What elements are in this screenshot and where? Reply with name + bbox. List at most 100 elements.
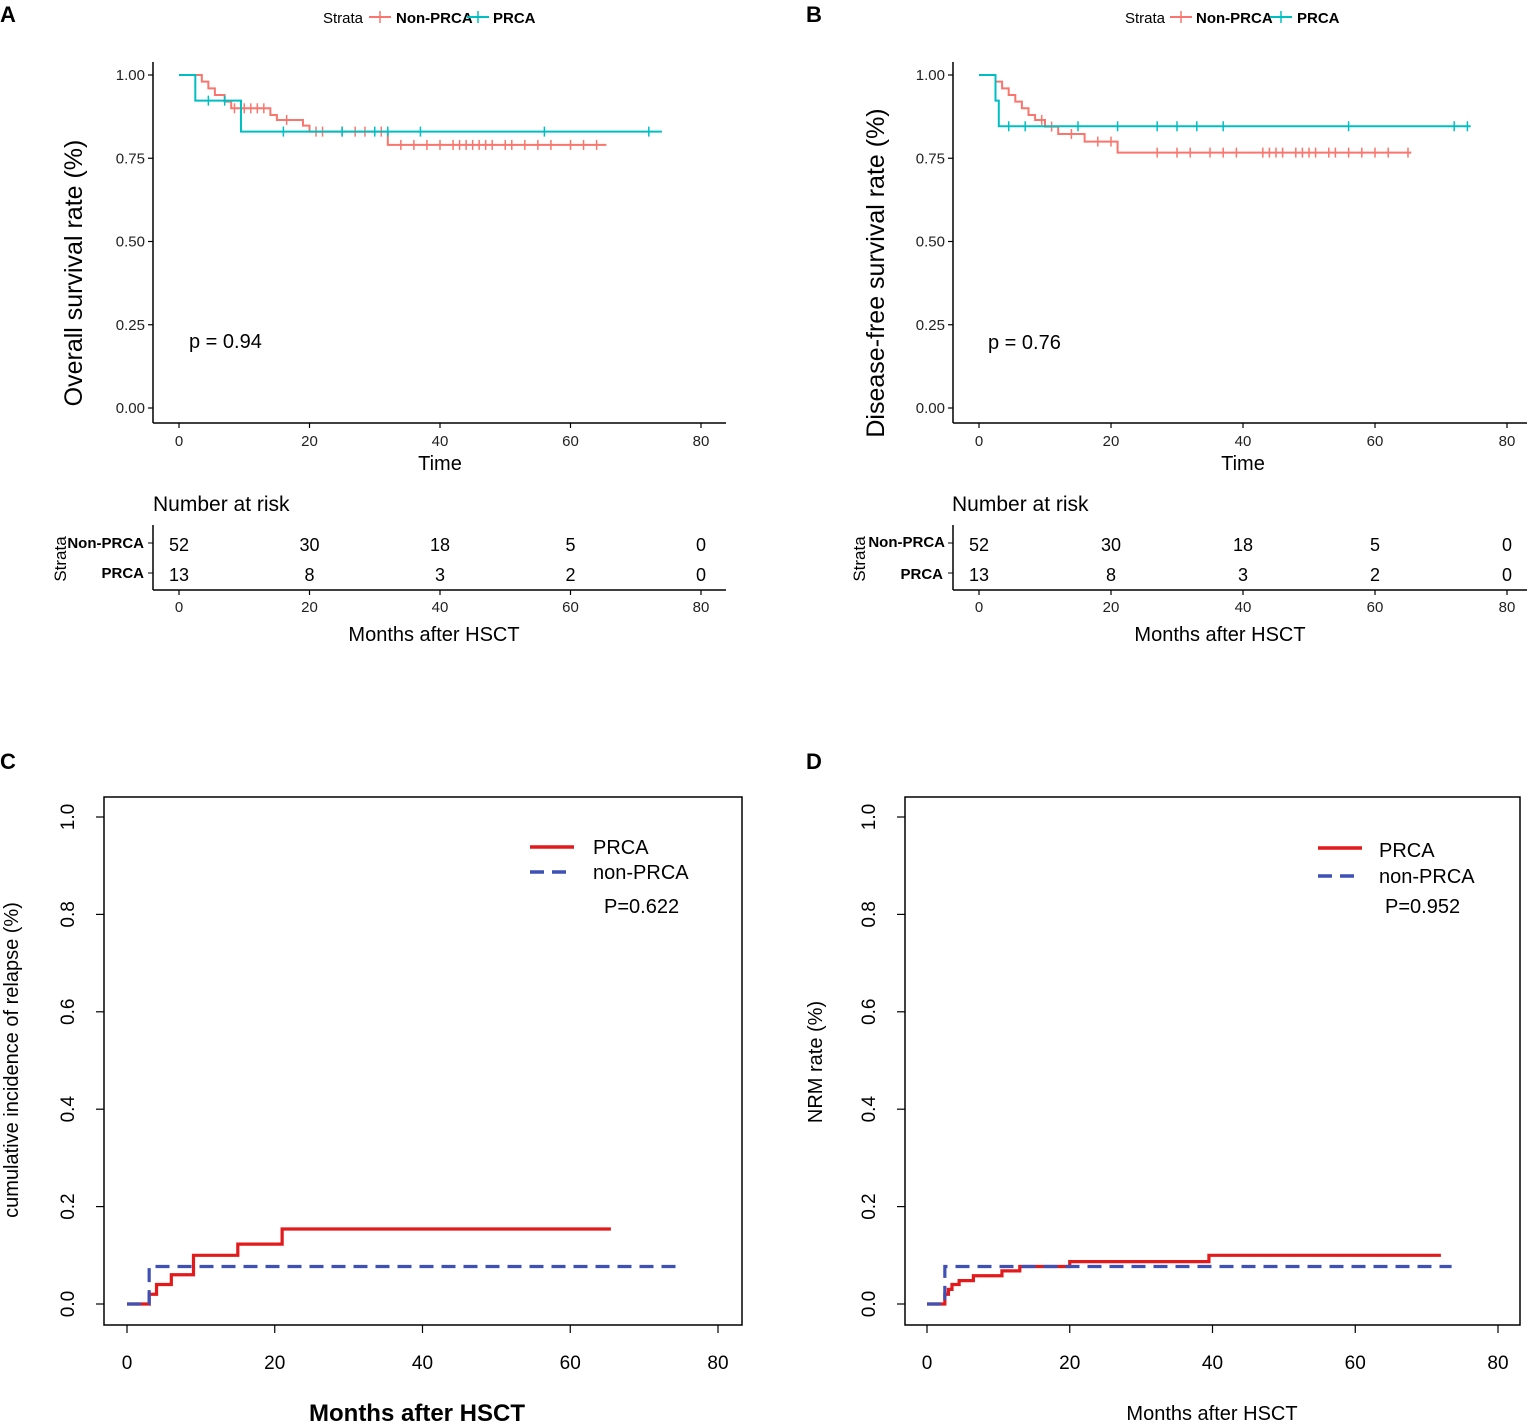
panel-b-risk-title: Number at risk [952, 493, 1089, 516]
panel-d-y-title: NRM rate (%) [805, 1001, 827, 1123]
panel-a-y-tick-label-2: 0.50 [116, 234, 145, 251]
panel-c-y-tick-label-2: 0.4 [58, 1096, 79, 1123]
panel-a-risk-x-title: Months after HSCT [348, 624, 519, 646]
panel-b-pvalue: p = 0.76 [988, 332, 1061, 354]
panel-a-x-tick-label-2: 40 [432, 433, 449, 450]
panel-b-risk-non-prca-60: 5 [1370, 535, 1380, 555]
panel-a-x-tick-label-1: 20 [301, 433, 318, 450]
panel-a-risk-title: Number at risk [153, 493, 290, 516]
panel-b-risk-x-tick-label-4: 80 [1499, 599, 1516, 616]
panel-b-risk-non-prca-0: 52 [969, 535, 989, 555]
panel-d-line-non-prca [927, 1264, 1452, 1306]
panel-c-legend-non-prca: non-PRCA [593, 862, 689, 884]
panel-a-x-tick-label-4: 80 [693, 433, 710, 450]
panel-a-risk-non-prca-80: 0 [696, 535, 706, 555]
panel-a-y-tick-label-3: 0.75 [116, 150, 145, 167]
panel-a-risk-prca-20: 8 [304, 565, 314, 585]
panel-a-y-title: Overall survival rate (%) [60, 140, 88, 407]
panel-c-x-tick-label-2: 40 [412, 1353, 433, 1374]
panel-a-y-tick-label-4: 1.00 [116, 67, 145, 84]
panel-b-risk-strata: Strata [850, 536, 869, 582]
panel-a-risk-x-tick-label-4: 80 [693, 599, 710, 616]
panel-c-x-title: Months after HSCT [309, 1400, 525, 1425]
panel-c-line-non-prca [127, 1264, 678, 1306]
panel-a-x-tick-label-0: 0 [175, 433, 183, 450]
panel-c-y-tick-label-0: 0.0 [58, 1291, 79, 1317]
panel-c-y-tick-label-5: 1.0 [58, 804, 79, 830]
panel-b-risk-non-prca-20: 30 [1101, 535, 1121, 555]
panel-b-risk-row1-label: Non-PRCA [868, 534, 945, 551]
panel-b-risk-prca-20: 8 [1106, 565, 1116, 585]
panel-a-legend-non-prca: Non-PRCA [396, 10, 473, 27]
panel-b-y-title: Disease-free survival rate (%) [862, 108, 890, 437]
panel-c-y-tick-label-4: 0.8 [58, 901, 79, 927]
panel-a-line-non-prca [179, 74, 607, 146]
panel-d-legend-non-prca: non-PRCA [1379, 866, 1475, 888]
panel-a-risk-row2-label: PRCA [101, 565, 144, 582]
panel-a-risk-prca-80: 0 [696, 565, 706, 585]
panel-a-risk-non-prca-40: 18 [430, 535, 450, 555]
panel-c-x-tick-label-3: 60 [560, 1353, 581, 1374]
panel-b-risk-x-tick-label-1: 20 [1103, 599, 1120, 616]
panel-d-y-tick-label-1: 0.2 [859, 1193, 880, 1219]
panel-d-x-title: Months after HSCT [1126, 1403, 1297, 1425]
panel-b-letter: B [806, 2, 822, 27]
panel-d-letter: D [806, 749, 822, 774]
panel-c-pvalue: P=0.622 [604, 896, 679, 918]
panel-b-risk-non-prca-80: 0 [1502, 535, 1512, 555]
panel-c-y-tick-label-1: 0.2 [58, 1193, 79, 1219]
panel-a-risk-non-prca-20: 30 [299, 535, 319, 555]
panel-a-risk-prca-0: 13 [169, 565, 189, 585]
panel-b-y-tick-label-3: 0.75 [916, 150, 945, 167]
panel-b-x-title: Time [1221, 453, 1265, 475]
panel-b-risk-row2-label: PRCA [900, 566, 943, 583]
panel-c-legend-prca: PRCA [593, 837, 649, 859]
panel-a-risk-non-prca-0: 52 [169, 535, 189, 555]
panel-b-risk-prca-40: 3 [1238, 565, 1248, 585]
panel-b-risk-x-tick-label-3: 60 [1367, 599, 1384, 616]
panel-a-x-tick-label-3: 60 [562, 433, 579, 450]
panel-b-legend-title: Strata [1125, 10, 1166, 27]
panel-b-x-tick-label-0: 0 [975, 433, 983, 450]
panel-d-x-tick-label-2: 40 [1202, 1353, 1223, 1374]
panel-d-x-tick-label-3: 60 [1345, 1353, 1366, 1374]
panel-c-y-title: cumulative incidence of relapse (%) [1, 902, 23, 1218]
panel-d-pvalue: P=0.952 [1385, 896, 1460, 918]
panel-b: B Strata Non-PRCA PRCA 0.00 0.25 0.50 0.75 1… [806, 2, 1527, 646]
panel-b-risk-x-title: Months after HSCT [1134, 624, 1305, 646]
panel-a-pvalue: p = 0.94 [189, 331, 262, 353]
panel-a-risk-x-tick-label-2: 40 [432, 599, 449, 616]
panel-b-line-prca [979, 74, 1471, 128]
panel-b-x-tick-label-2: 40 [1235, 433, 1252, 450]
panel-d-y-tick-label-4: 0.8 [859, 901, 880, 927]
panel-b-legend-prca: PRCA [1297, 10, 1340, 27]
panel-b-line-non-prca [979, 74, 1412, 154]
panel-b-risk-prca-60: 2 [1370, 565, 1380, 585]
panel-a: A Strata Non-PRCA PRCA 0.00 0.25 0.50 0.75 1… [0, 2, 726, 646]
panel-a-risk-x-tick-label-1: 20 [301, 599, 318, 616]
panel-a-risk-row1-label: Non-PRCA [67, 535, 144, 552]
panel-a-risk-strata: Strata [51, 536, 70, 582]
panel-d-y-tick-label-0: 0.0 [859, 1291, 880, 1317]
panel-a-legend-prca: PRCA [493, 10, 536, 27]
panel-a-risk-x-tick-label-0: 0 [175, 599, 183, 616]
panel-b-risk-prca-0: 13 [969, 565, 989, 585]
panel-c-x-tick-label-0: 0 [122, 1353, 133, 1374]
panel-c-y-tick-label-3: 0.6 [58, 999, 79, 1025]
panel-a-line-prca [179, 74, 662, 133]
panel-d: D 0.0 0.2 0.4 0.6 0.8 1.0 0 20 40 60 80 NRM rate … [805, 749, 1521, 1425]
panel-b-x-tick-label-1: 20 [1103, 433, 1120, 450]
panel-d-y-tick-label-5: 1.0 [859, 804, 880, 830]
panel-a-risk-prca-40: 3 [435, 565, 445, 585]
panel-d-line-prca [927, 1253, 1441, 1306]
panel-b-x-tick-label-3: 60 [1367, 433, 1384, 450]
panel-b-x-tick-label-4: 80 [1499, 433, 1516, 450]
panel-a-y-tick-label-1: 0.25 [116, 317, 145, 334]
panel-b-y-tick-label-4: 1.00 [916, 67, 945, 84]
panel-a-risk-prca-60: 2 [565, 565, 575, 585]
panel-b-y-tick-label-2: 0.50 [916, 234, 945, 251]
panel-d-x-tick-label-4: 80 [1487, 1353, 1508, 1374]
panel-b-risk-non-prca-40: 18 [1233, 535, 1253, 555]
panel-d-y-tick-label-2: 0.4 [859, 1096, 880, 1123]
